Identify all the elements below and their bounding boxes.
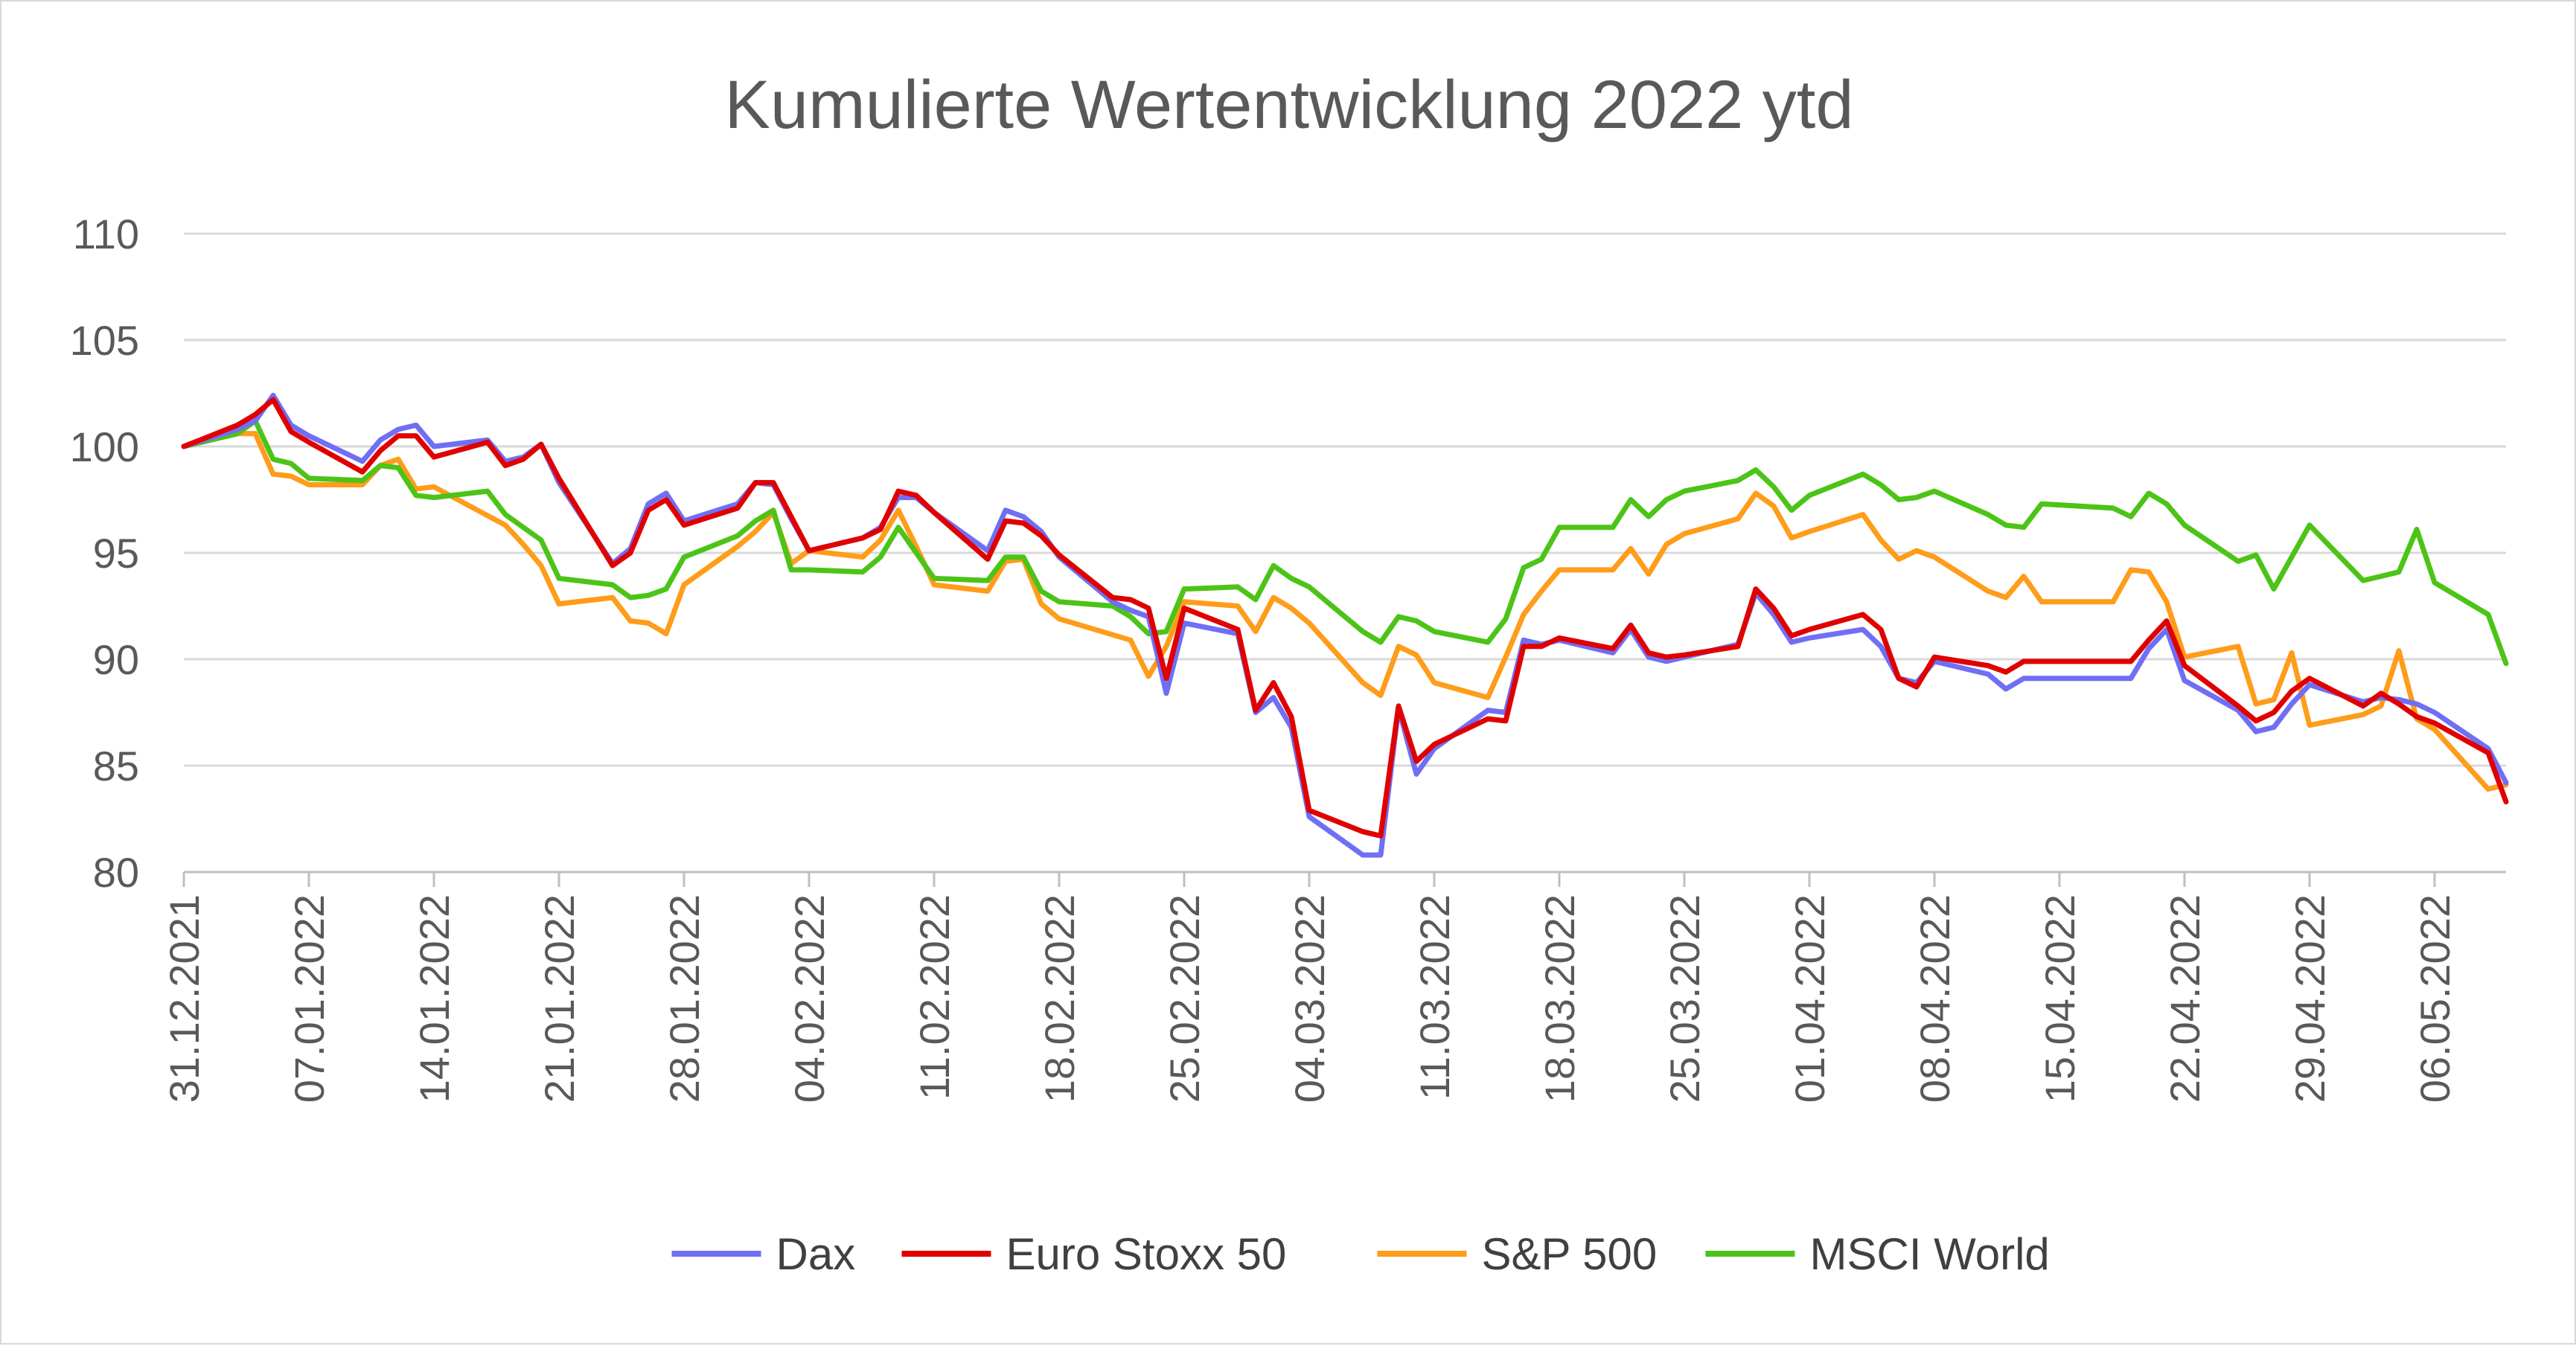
x-tick-label: 18.03.2022 bbox=[1536, 894, 1583, 1103]
chart-title: Kumulierte Wertentwicklung 2022 ytd bbox=[724, 67, 1853, 143]
y-tick-label: 80 bbox=[93, 849, 139, 896]
x-tick-label: 04.02.2022 bbox=[786, 894, 833, 1103]
x-tick-label: 14.01.2022 bbox=[411, 894, 458, 1103]
legend-label: MSCI World bbox=[1810, 1229, 2050, 1279]
x-tick-label: 18.02.2022 bbox=[1036, 894, 1083, 1103]
y-tick-label: 105 bbox=[70, 317, 139, 364]
y-tick-label: 85 bbox=[93, 743, 139, 789]
x-tick-label: 22.04.2022 bbox=[2161, 894, 2208, 1103]
x-tick-label: 29.04.2022 bbox=[2286, 894, 2333, 1103]
legend-label: S&P 500 bbox=[1482, 1229, 1658, 1279]
y-tick-label: 90 bbox=[93, 636, 139, 683]
x-tick-label: 31.12.2021 bbox=[161, 894, 208, 1103]
x-tick-label: 25.03.2022 bbox=[1661, 894, 1708, 1103]
x-tick-label: 25.02.2022 bbox=[1161, 894, 1208, 1103]
legend: Dax Euro Stoxx 50 S&P 500 MSCI World bbox=[671, 1229, 2050, 1279]
x-tick-label: 06.05.2022 bbox=[2412, 894, 2458, 1103]
series-line-euro-stoxx-50 bbox=[181, 397, 2509, 839]
series-lines bbox=[181, 392, 2509, 858]
x-tick-label: 08.04.2022 bbox=[1911, 894, 1958, 1103]
x-tick-label: 01.04.2022 bbox=[1786, 894, 1833, 1103]
series-line-s-p-500 bbox=[181, 431, 2509, 792]
series-line-msci-world bbox=[181, 418, 2509, 667]
x-tick-label: 21.01.2022 bbox=[536, 894, 583, 1103]
legend-item: S&P 500 bbox=[1377, 1229, 1658, 1279]
y-axis: 80 85 90 95 100 105 110 bbox=[70, 211, 139, 896]
legend-item: Euro Stoxx 50 bbox=[901, 1229, 1287, 1279]
y-tick-label: 110 bbox=[73, 211, 139, 257]
legend-label: Dax bbox=[776, 1229, 856, 1279]
x-tick-label: 11.02.2022 bbox=[911, 894, 958, 1100]
legend-item: MSCI World bbox=[1705, 1229, 2050, 1279]
x-tick-label: 04.03.2022 bbox=[1286, 894, 1333, 1103]
y-tick-label: 100 bbox=[70, 423, 139, 470]
x-tick-label: 28.01.2022 bbox=[661, 894, 708, 1103]
x-tick-label: 15.04.2022 bbox=[2036, 894, 2083, 1103]
y-tick-label: 95 bbox=[93, 530, 139, 577]
x-tick-label: 11.03.2022 bbox=[1411, 894, 1458, 1100]
legend-label: Euro Stoxx 50 bbox=[1006, 1229, 1287, 1279]
series-line-dax bbox=[181, 392, 2509, 858]
x-axis: 31.12.2021 07.01.2022 14.01.2022 21.01.2022… bbox=[161, 872, 2458, 1103]
x-tick-label: 07.01.2022 bbox=[286, 894, 333, 1103]
legend-item: Dax bbox=[671, 1229, 856, 1279]
